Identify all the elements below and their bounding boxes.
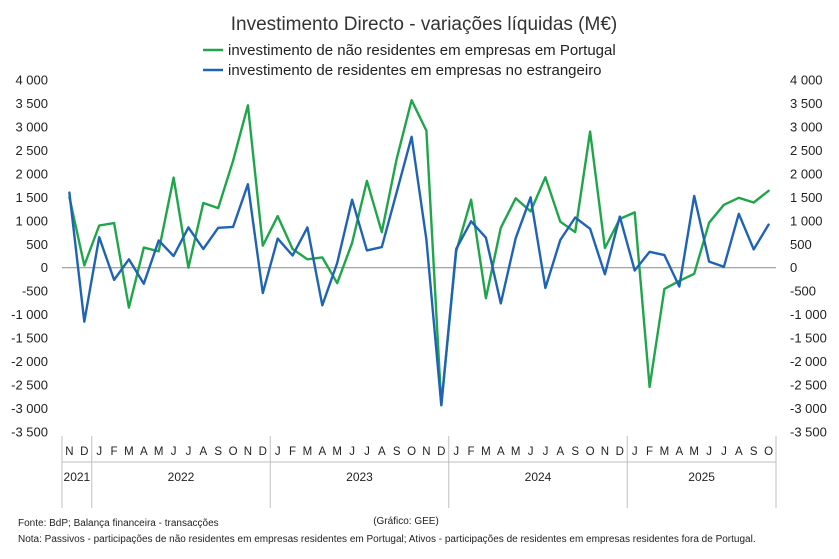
x-month-label: S xyxy=(571,446,579,458)
x-year-label: 2022 xyxy=(168,470,195,484)
x-month-label: J xyxy=(186,446,192,458)
y-tick-label-right: -500 xyxy=(790,284,816,299)
y-tick-label-right: -1 000 xyxy=(790,307,827,322)
x-month-label: N xyxy=(65,446,73,458)
y-tick-label-left: -1 000 xyxy=(11,307,48,322)
legend-label-residents: investimento de residentes em empresas n… xyxy=(228,62,602,79)
y-tick-label-left: 1 500 xyxy=(15,190,48,205)
x-month-label: J xyxy=(171,446,177,458)
x-month-label: S xyxy=(214,446,222,458)
y-tick-label-left: -3 500 xyxy=(11,425,48,440)
x-year-label: 2025 xyxy=(688,470,715,484)
x-month-label: A xyxy=(735,446,743,458)
chart-credit: (Gráfico: GEE) xyxy=(373,516,439,527)
axes: 4 000 4 000 3 500 3 500 3 000 3 000 2 500 2 500… xyxy=(11,73,827,440)
x-year-label: 2024 xyxy=(525,470,552,484)
x-month-label: F xyxy=(646,446,653,458)
x-month-label: J xyxy=(275,446,281,458)
y-tick-label-left: -1 500 xyxy=(11,331,48,346)
series-line-nonresidents xyxy=(68,98,770,407)
y-tick-label-right: 3 500 xyxy=(790,96,823,111)
x-month-label: O xyxy=(229,446,238,458)
x-month-label: J xyxy=(349,446,355,458)
y-tick-label-left: -2 000 xyxy=(11,354,48,369)
x-month-label: A xyxy=(318,446,326,458)
x-month-label: F xyxy=(289,446,296,458)
x-month-label: M xyxy=(481,446,491,458)
x-month-label: O xyxy=(586,446,595,458)
legend: investimento de não residentes em empres… xyxy=(203,42,616,79)
legend-label-nonresidents: investimento de não residentes em empres… xyxy=(228,42,616,59)
y-tick-label-left: 500 xyxy=(26,237,48,252)
x-month-label: M xyxy=(154,446,164,458)
x-month-label: J xyxy=(96,446,102,458)
x-month-label: J xyxy=(721,446,727,458)
x-month-label: D xyxy=(80,446,88,458)
y-tick-label-left: 3 000 xyxy=(15,119,48,134)
y-tick-label-left: 3 500 xyxy=(15,96,48,111)
series-group xyxy=(68,98,770,407)
y-tick-label-left: 2 000 xyxy=(15,166,48,181)
x-month-label: S xyxy=(750,446,758,458)
x-month-label: A xyxy=(497,446,505,458)
y-tick-label-right: 2 000 xyxy=(790,166,823,181)
x-month-label: J xyxy=(632,446,638,458)
x-month-label: O xyxy=(407,446,416,458)
x-month-label: D xyxy=(259,446,267,458)
x-month-label: A xyxy=(199,446,207,458)
x-month-label: J xyxy=(706,446,712,458)
footnote: Nota: Passivos - participações de não re… xyxy=(18,534,756,545)
y-tick-label-right: -3 500 xyxy=(790,425,827,440)
y-tick-label-left: -500 xyxy=(22,284,48,299)
x-month-label: S xyxy=(393,446,401,458)
y-tick-label-right: 4 000 xyxy=(790,73,823,88)
x-month-label: A xyxy=(675,446,683,458)
y-tick-label-right: -2 000 xyxy=(790,354,827,369)
y-tick-label-left: 4 000 xyxy=(15,73,48,88)
y-tick-label-right: 0 xyxy=(790,260,797,275)
y-tick-label-left: 0 xyxy=(41,260,48,275)
y-tick-label-left: 2 500 xyxy=(15,143,48,158)
x-month-label: M xyxy=(332,446,342,458)
x-month-label: N xyxy=(422,446,430,458)
x-month-label: N xyxy=(601,446,609,458)
x-month-label: M xyxy=(660,446,670,458)
x-month-label: M xyxy=(689,446,699,458)
x-month-label: N xyxy=(244,446,252,458)
y-tick-label-right: 500 xyxy=(790,237,812,252)
x-month-label: M xyxy=(511,446,521,458)
x-month-label: A xyxy=(556,446,564,458)
source-note: Fonte: BdP; Balança financeira - transac… xyxy=(18,518,219,529)
x-month-label: A xyxy=(140,446,148,458)
series-line-residents xyxy=(68,135,770,407)
x-month-label: F xyxy=(111,446,118,458)
x-month-label: M xyxy=(303,446,313,458)
x-month-label: J xyxy=(364,446,370,458)
x-month-label: F xyxy=(468,446,475,458)
x-month-label: J xyxy=(528,446,534,458)
y-tick-label-left: -2 500 xyxy=(11,378,48,393)
x-month-label: D xyxy=(437,446,445,458)
y-tick-label-right: -3 000 xyxy=(790,401,827,416)
x-month-label: O xyxy=(764,446,773,458)
chart-title: Investimento Directo - variações líquida… xyxy=(231,14,617,35)
y-tick-label-left: -3 000 xyxy=(11,401,48,416)
y-tick-label-right: 2 500 xyxy=(790,143,823,158)
x-month-label: A xyxy=(378,446,386,458)
y-tick-label-right: -1 500 xyxy=(790,331,827,346)
y-tick-label-right: 1 000 xyxy=(790,213,823,228)
y-tick-label-right: 1 500 xyxy=(790,190,823,205)
x-year-label: 2023 xyxy=(346,470,373,484)
y-tick-label-right: 3 000 xyxy=(790,119,823,134)
x-month-label: J xyxy=(543,446,549,458)
y-tick-label-right: -2 500 xyxy=(790,378,827,393)
x-month-label: D xyxy=(616,446,624,458)
x-month-label: J xyxy=(453,446,459,458)
x-year-label: 2021 xyxy=(64,470,91,484)
y-tick-label-left: 1 000 xyxy=(15,213,48,228)
x-month-label: M xyxy=(124,446,134,458)
